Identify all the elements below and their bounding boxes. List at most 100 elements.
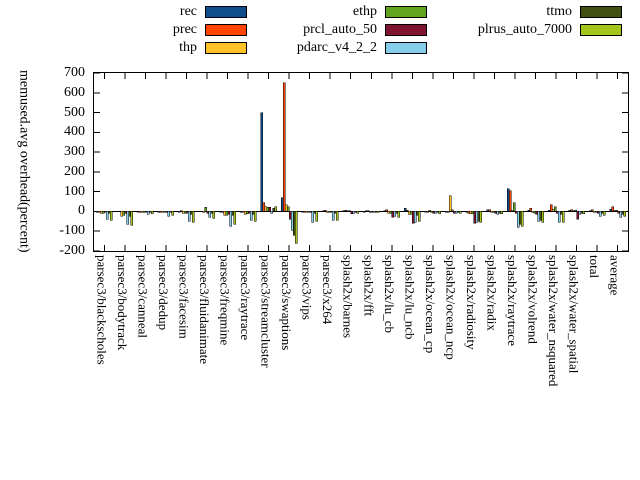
legend-column-3: ttmo plrus_auto_7000 (427, 4, 622, 37)
bar-prec-parsec3/canneal (139, 211, 142, 213)
bar-plrus_auto_7000-parsec3/canneal (151, 211, 154, 215)
legend-item-prcl-auto-50: prcl_auto_50 (247, 22, 427, 37)
bar-rec-parsec3/streamcluster (260, 112, 263, 212)
bar-rec-parsec3/swaptions (280, 197, 284, 212)
bar-ethp-splash2x/radix (492, 211, 495, 213)
bar-ttmo-parsec3/swaptions (292, 211, 296, 236)
bar-rec-parsec3/x264 (321, 210, 325, 212)
x-tick-label: parsec3/dedup (155, 255, 171, 331)
legend-item-ttmo: ttmo (427, 4, 622, 19)
legend-swatch (385, 41, 427, 54)
bar-ethp-parsec3/x264 (327, 211, 331, 213)
bar-plrus_auto_7000-parsec3/fluidanimate (212, 211, 216, 219)
bar-ethp-splash2x/lu_cb (389, 211, 393, 214)
bar-prec-splash2x/water_nsquared (549, 204, 553, 212)
y-tick-label: 700 (64, 65, 85, 80)
legend-swatch (385, 23, 427, 36)
bar-pdarc_v4_2_2-splash2x/lu_cb (393, 211, 397, 217)
bar-pdarc_v4_2_2-parsec3/swaptions (290, 211, 294, 231)
bar-prcl_auto_50-splash2x/radix (494, 211, 497, 214)
bar-ethp-splash2x/water_nsquared (553, 206, 557, 212)
bar-plrus_auto_7000-splash2x/ocean_cp (438, 211, 442, 215)
bar-prcl_auto_50-splash2x/raytrace (514, 211, 518, 214)
bar-thp-splash2x/water_spatial (572, 210, 575, 212)
bar-ttmo-parsec3/blackscholes (108, 211, 111, 214)
bar-rec-splash2x/barnes (342, 210, 345, 212)
bar-prec-parsec3/x264 (323, 210, 327, 212)
bar-prec-parsec3/dedup (159, 211, 163, 213)
x-tick-label: parsec3/bodytrack (114, 255, 130, 351)
bar-pdarc_v4_2_2-parsec3/fluidanimate (208, 211, 212, 218)
bar-ethp-parsec3/bodytrack (122, 211, 126, 216)
bar-prcl_auto_50-splash2x/water_spatial (576, 211, 579, 220)
x-tick-label: splash2x/water_spatial (566, 255, 582, 374)
bar-ethp-parsec3/blackscholes (102, 211, 105, 214)
plot-area (93, 72, 629, 252)
bar-pdarc_v4_2_2-parsec3/streamcluster (270, 211, 273, 214)
bar-ttmo-parsec3/x264 (333, 211, 337, 214)
bar-prec-total (590, 209, 594, 212)
x-tick-label: parsec3/raytrace (238, 255, 254, 341)
bar-thp-total (592, 211, 596, 213)
bar-prcl_auto_50-parsec3/fluidanimate (206, 211, 210, 214)
bar-pdarc_v4_2_2-parsec3/canneal (147, 211, 150, 215)
bar-prec-splash2x/ocean_ncp (447, 211, 450, 213)
bar-thp-parsec3/swaptions (284, 204, 288, 212)
bar-ethp-splash2x/lu_ncb (410, 211, 413, 215)
bar-plrus_auto_7000-total (602, 211, 606, 216)
bar-plrus_auto_7000-splash2x/water_spatial (582, 211, 585, 215)
bar-ttmo-parsec3/streamcluster (272, 208, 275, 212)
bar-pdarc_v4_2_2-parsec3/x264 (331, 211, 335, 221)
bar-prcl_auto_50-parsec3/streamcluster (268, 207, 271, 212)
bar-plrus_auto_7000-parsec3/raytrace (253, 211, 257, 222)
bar-rec-splash2x/ocean_cp (424, 211, 428, 213)
bar-rec-splash2x/fft (363, 211, 366, 213)
legend-label: rec (179, 4, 197, 19)
bar-prec-parsec3/streamcluster (262, 202, 265, 212)
x-tick-label: splash2x/radiosity (463, 255, 479, 350)
bar-rec-splash2x/lu_ncb (404, 208, 407, 212)
bar-thp-splash2x/radiosity (469, 211, 473, 215)
bar-thp-parsec3/raytrace (243, 211, 247, 215)
y-tick-label: 100 (64, 183, 85, 199)
bar-plrus_auto_7000-parsec3/blackscholes (110, 211, 113, 221)
bar-prec-parsec3/bodytrack (118, 210, 122, 212)
bar-ttmo-parsec3/raytrace (251, 211, 255, 215)
legend-item-plrus-auto-7000: plrus_auto_7000 (427, 22, 622, 37)
bar-thp-parsec3/x264 (325, 211, 329, 213)
bar-prec-splash2x/water_spatial (570, 209, 573, 212)
x-tick-label: total (587, 255, 603, 279)
bar-rec-parsec3/fluidanimate (198, 210, 202, 212)
bar-plrus_auto_7000-splash2x/water_nsquared (561, 211, 565, 223)
bar-ethp-parsec3/raytrace (245, 211, 249, 215)
bar-rec-splash2x/water_nsquared (547, 210, 551, 212)
bar-prec-splash2x/barnes (344, 210, 347, 212)
legend-item-ethp: ethp (247, 4, 427, 19)
legend-label: plrus_auto_7000 (477, 22, 572, 37)
bar-ethp-splash2x/ocean_ncp (451, 209, 454, 212)
bars-canvas (94, 73, 628, 251)
legend-label: ttmo (546, 4, 572, 19)
x-tick-label: parsec3/facesim (176, 255, 192, 339)
bar-prcl_auto_50-splash2x/lu_ncb (412, 211, 415, 224)
bar-ethp-parsec3/canneal (143, 211, 146, 213)
y-tick-label: 500 (64, 104, 85, 120)
bar-plrus_auto_7000-splash2x/radix (500, 211, 503, 215)
bar-prec-splash2x/radix (488, 209, 491, 212)
x-tick-label: parsec3/streamcluster (258, 255, 274, 368)
bar-thp-parsec3/streamcluster (264, 206, 267, 212)
bar-thp-parsec3/dedup (161, 211, 165, 213)
bar-thp-splash2x/radix (490, 211, 493, 213)
legend-item-thp: thp (0, 40, 247, 55)
y-axis-title-line: memused.avg overhead (16, 69, 32, 202)
legend-item-prec: prec (0, 22, 247, 37)
x-tick-label: splash2x/fft (361, 255, 377, 317)
bar-prec-splash2x/ocean_cp (426, 211, 430, 213)
bar-thp-parsec3/vips (305, 211, 308, 213)
bar-prec-parsec3/facesim (180, 210, 183, 212)
bar-plrus_auto_7000-parsec3/streamcluster (274, 206, 277, 212)
bar-thp-parsec3/facesim (182, 211, 185, 214)
x-tick-label: parsec3/blackscholes (94, 255, 110, 365)
bar-rec-parsec3/raytrace (239, 211, 243, 213)
bar-plrus_auto_7000-parsec3/bodytrack (130, 211, 134, 226)
